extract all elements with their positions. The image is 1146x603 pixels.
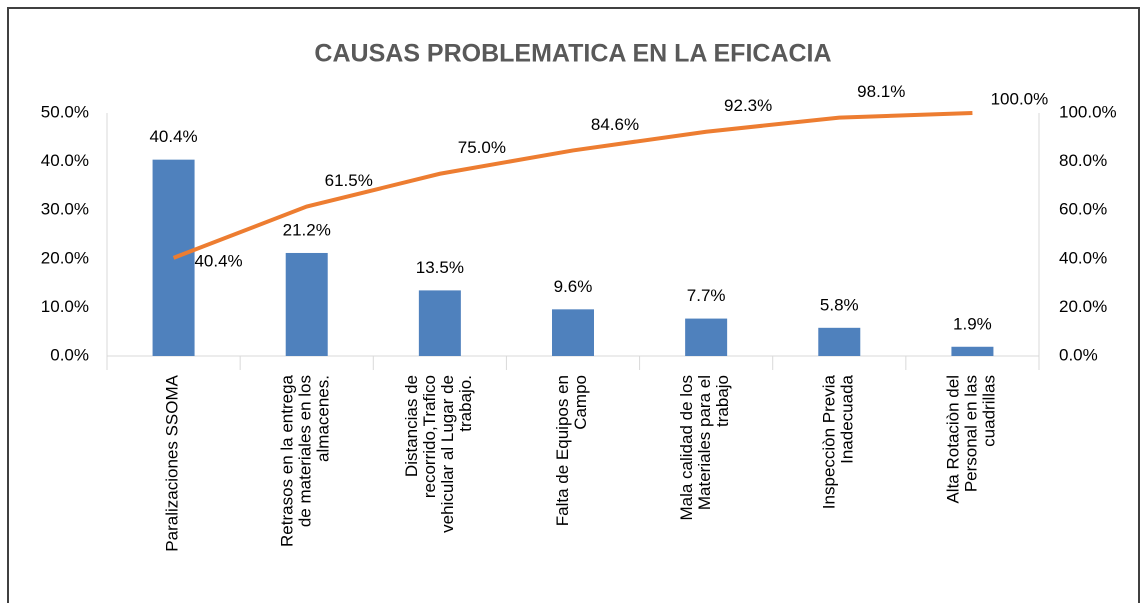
x-tick-label: Falta de Equipos en Campo — [553, 375, 590, 526]
bar — [418, 290, 461, 356]
bar-label: 13.5% — [416, 258, 464, 277]
y2-tick-label: 60.0% — [1059, 200, 1107, 219]
bar — [552, 309, 594, 356]
y-tick-label: 0.0% — [50, 345, 89, 364]
y-tick-label: 30.0% — [41, 200, 89, 219]
chart-title: CAUSAS PROBLEMATICA EN LA EFICACIA — [314, 40, 831, 68]
x-tick-label: Paralizaciones SSOMA — [163, 374, 182, 551]
line-label: 84.6% — [591, 115, 639, 134]
y2-tick-label: 80.0% — [1059, 151, 1107, 170]
line — [172, 111, 973, 260]
bar-label: 40.4% — [149, 127, 197, 146]
line-label: 40.4% — [194, 251, 242, 270]
bar-label: 21.2% — [283, 220, 331, 239]
bar — [685, 318, 728, 356]
y2-tick-label: 100.0% — [1059, 102, 1117, 121]
bar — [951, 346, 994, 356]
x-tick-label: Mala calidad de los Materiales para el t… — [678, 375, 733, 521]
x-tick-label: Alta Rotaciòn del Personal en las cuadri… — [944, 375, 999, 504]
y-tick-label: 40.0% — [41, 151, 89, 170]
line-label: 100.0% — [991, 89, 1049, 108]
y-tick-label: 10.0% — [41, 297, 89, 316]
line-label: 61.5% — [325, 171, 373, 190]
bar-label: 5.8% — [820, 295, 859, 314]
chart-border — [7, 7, 1140, 603]
y2-tick-label: 20.0% — [1059, 297, 1107, 316]
y2-tick-label: 0.0% — [1059, 345, 1098, 364]
y-tick-label: 20.0% — [41, 248, 89, 267]
bar — [818, 327, 861, 356]
bar — [285, 252, 328, 356]
x-tick-label: Inspecciòn Previa Inadecuada — [820, 374, 857, 509]
x-tick-label: Retrasos en la entrega de materiales en … — [278, 374, 333, 547]
line-label: 75.0% — [458, 138, 506, 157]
y2-tick-label: 40.0% — [1059, 248, 1107, 267]
y-tick-label: 50.0% — [41, 102, 89, 121]
line-label: 98.1% — [857, 82, 905, 101]
x-tick-label: Distancias de recorrido,Trafico vehicula… — [402, 375, 475, 538]
line-label: 92.3% — [724, 96, 772, 115]
bar-label: 1.9% — [953, 314, 992, 333]
bar-label: 7.7% — [687, 286, 726, 305]
bar-label: 9.6% — [554, 277, 593, 296]
